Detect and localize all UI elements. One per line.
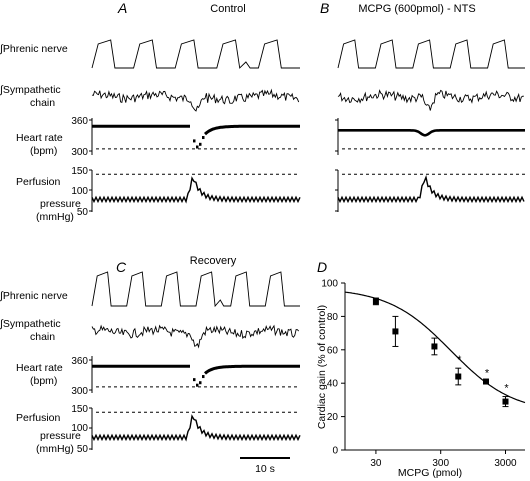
d-ylabel: Cardiac gain (% of control) — [316, 305, 328, 429]
label-pressure-bottom: pressure — [40, 430, 81, 442]
d-data-point — [482, 378, 489, 385]
label-bpm-top: (bpm) — [30, 145, 57, 157]
d-xtick-label: 3000 — [494, 458, 517, 469]
d-ytick-label: 100 — [321, 279, 338, 290]
d-data-point — [372, 298, 379, 305]
d-significance-marker: * — [485, 368, 490, 380]
panel-a-title: Control — [210, 3, 245, 15]
heart-rate-recovery-a — [203, 124, 300, 136]
hr-tick-300-top: 300 — [71, 147, 88, 158]
d-data-point — [455, 373, 462, 380]
trace-panel-a — [91, 39, 301, 204]
hr-tick-360-top: 360 — [71, 116, 88, 127]
panel-c-title: Recovery — [190, 255, 237, 267]
label-pressure-top: pressure — [40, 198, 81, 210]
d-significance-marker: * — [504, 383, 509, 395]
sympathetic-trace-c — [91, 324, 300, 349]
phrenic-trace-a — [91, 39, 300, 69]
perfusion-trace-b — [337, 174, 525, 204]
d-data-point — [431, 343, 438, 350]
heart-rate-recovery-c — [203, 364, 300, 375]
d-ytick-label: 60 — [327, 345, 339, 356]
d-ytick-label: 40 — [327, 379, 339, 390]
heart-rate-trace-b — [338, 129, 525, 137]
sympathetic-trace-b — [337, 89, 524, 111]
heart-rate-beat — [196, 145, 199, 149]
perfusion-trace-a — [91, 176, 301, 204]
heart-rate-beat — [193, 139, 196, 143]
pp-tick-100-bottom: 100 — [71, 423, 88, 434]
label-phrenic-bottom: ∫Phrenic nerve — [0, 290, 68, 302]
dose-response-plot: Cardiac gain (% of control) MCPG (pmol) … — [316, 279, 526, 479]
label-heartrate-top: Heart rate — [16, 132, 63, 144]
trace-panel-c — [91, 271, 301, 442]
hr-tick-360-bottom: 360 — [71, 356, 88, 367]
panel-b-letter: B — [320, 0, 329, 16]
label-heartrate-bottom: Heart rate — [16, 362, 63, 374]
d-ytick-label: 0 — [332, 446, 338, 457]
label-chain-bottom: chain — [30, 331, 55, 343]
panel-c-letter: C — [116, 259, 127, 275]
trace-panel-b — [337, 39, 525, 204]
d-data-point — [502, 398, 509, 405]
label-perfusion-top: Perfusion — [16, 176, 61, 188]
pp-tick-100-top: 100 — [71, 186, 88, 197]
trace-panels — [91, 39, 525, 442]
label-sympathetic-bottom: ∫Sympathetic — [0, 318, 61, 330]
d-ytick-label: 80 — [327, 312, 339, 323]
d-xtick-label: 30 — [370, 458, 382, 469]
perfusion-trace-c — [91, 414, 301, 442]
heart-rate-beat — [196, 383, 199, 387]
label-mmhg-top: (mmHg) — [36, 211, 74, 223]
phrenic-trace-c — [91, 271, 300, 308]
scale-bar-label: 10 s — [255, 463, 275, 475]
d-xtick-label: 300 — [432, 458, 449, 469]
label-phrenic-top: ∫Phrenic nerve — [0, 43, 68, 55]
panel-b-title: MCPG (600pmol) - NTS — [358, 3, 475, 15]
pp-tick-150-top: 150 — [71, 166, 88, 177]
pp-tick-150-bottom: 150 — [71, 404, 88, 415]
d-ytick-label: 20 — [327, 412, 339, 423]
label-bpm-bottom: (bpm) — [30, 375, 57, 387]
hr-tick-300-bottom: 300 — [71, 386, 88, 397]
heart-rate-beat — [193, 378, 196, 382]
panel-a-letter: A — [117, 0, 127, 16]
d-xlabel: MCPG (pmol) — [398, 467, 462, 479]
heart-rate-beat — [202, 375, 205, 379]
label-sympathetic-top: ∫Sympathetic — [0, 84, 61, 96]
phrenic-trace-b — [337, 39, 525, 69]
label-chain-top: chain — [30, 97, 55, 109]
heart-rate-beat — [199, 142, 202, 146]
panel-d-letter: D — [317, 259, 327, 275]
pp-tick-50-top: 50 — [77, 207, 89, 218]
sympathetic-trace-a — [91, 88, 300, 112]
d-significance-marker: * — [457, 354, 462, 366]
d-data-point — [392, 328, 399, 335]
label-perfusion-bottom: Perfusion — [16, 412, 61, 424]
heart-rate-beat — [199, 381, 202, 385]
label-mmhg-bottom: (mmHg) — [36, 443, 74, 455]
pp-tick-50-bottom: 50 — [77, 444, 89, 455]
heart-rate-beat — [202, 136, 205, 140]
